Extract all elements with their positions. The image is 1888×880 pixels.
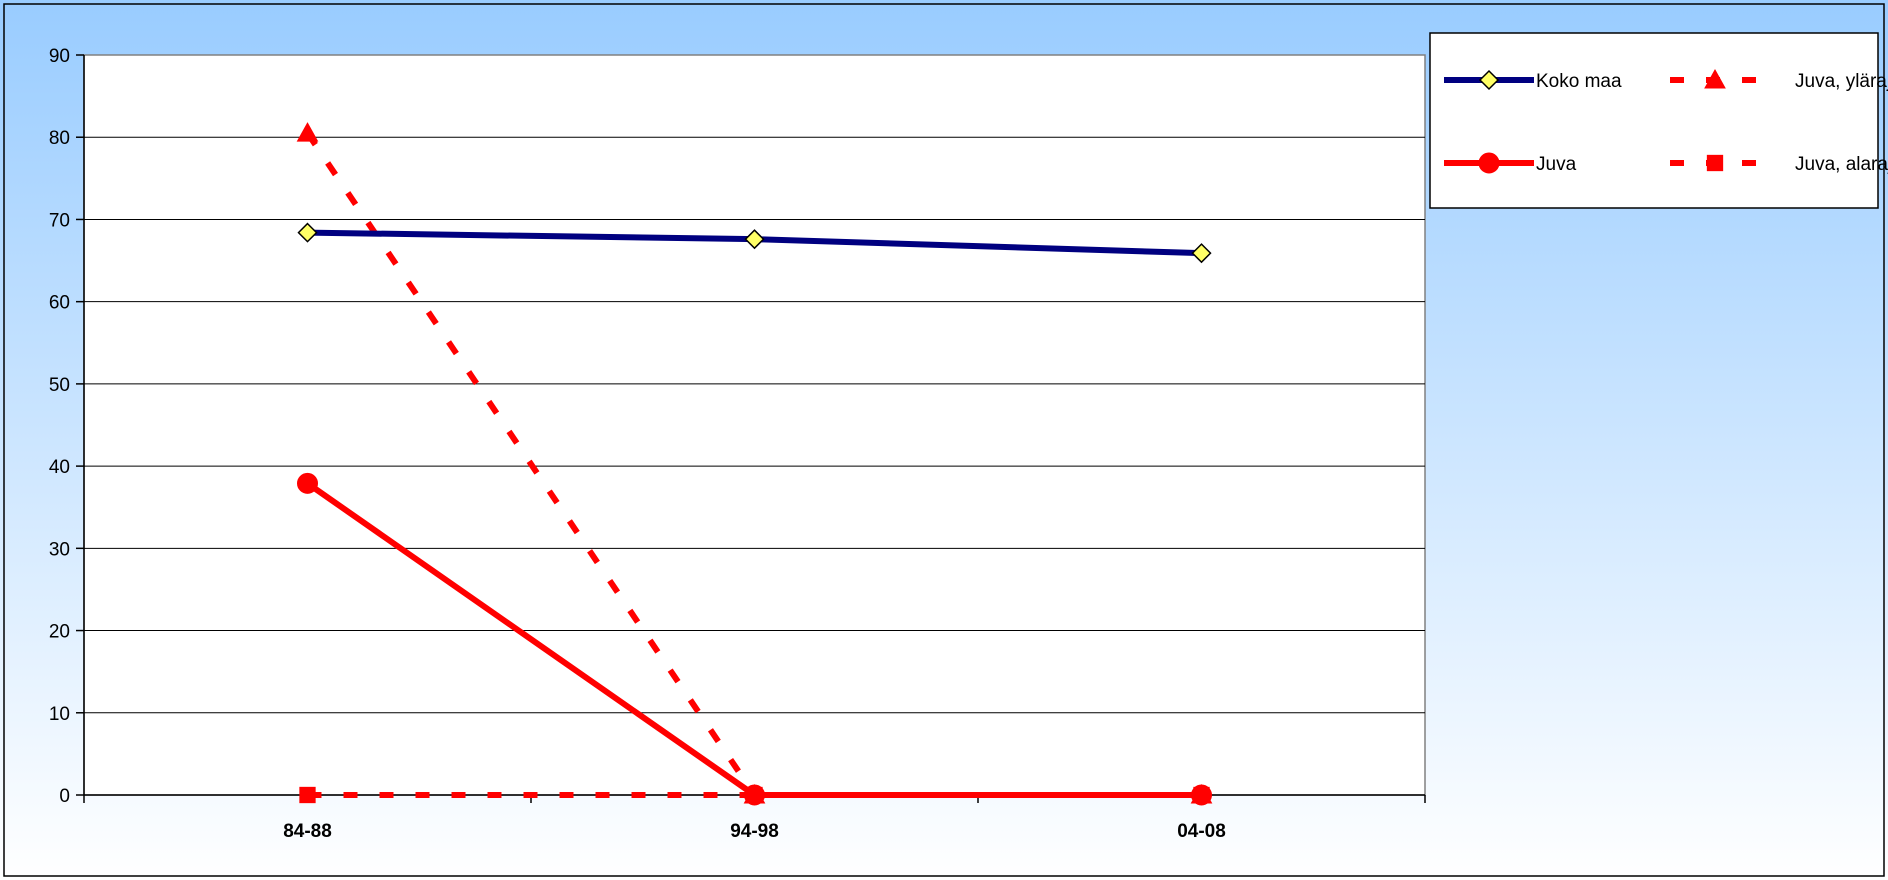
- y-tick-label: 0: [59, 786, 70, 807]
- data-point-juva: [744, 784, 765, 806]
- x-tick-label: 84-88: [283, 821, 332, 842]
- legend-marker-juva-alaraja: [1706, 154, 1724, 172]
- y-tick-label: 10: [49, 704, 70, 725]
- y-tick-label: 30: [49, 539, 70, 560]
- legend-label-juva: Juva: [1536, 154, 1577, 175]
- data-point-juva: [1191, 784, 1212, 806]
- data-point-juva-yl-raja: [296, 122, 319, 142]
- data-point-koko-maa: [1191, 243, 1212, 264]
- data-point-koko-maa: [297, 222, 318, 243]
- legend-marker-juva: [1478, 152, 1500, 174]
- data-point-koko-maa: [744, 229, 765, 250]
- y-tick-label: 70: [49, 210, 70, 231]
- y-tick-label: 50: [49, 375, 70, 396]
- plot-area: [83, 54, 1426, 796]
- y-tick-label: 60: [49, 293, 70, 314]
- legend-marker-koko-maa: [1478, 69, 1500, 91]
- legend-label-koko-maa: Koko maa: [1536, 71, 1622, 92]
- legend-label-juva-yl-raja: Juva, yläraja: [1795, 71, 1888, 92]
- y-tick-label: 80: [49, 128, 70, 149]
- data-point-juva-alaraja: [299, 786, 316, 804]
- chart-outer-border: [3, 3, 1885, 877]
- legend-box: [1429, 32, 1879, 209]
- y-tick-label: 90: [49, 46, 70, 67]
- x-tick-label: 94-98: [730, 821, 779, 842]
- data-point-juva: [297, 472, 318, 494]
- y-tick-label: 40: [49, 457, 70, 478]
- x-tick-label: 04-08: [1177, 821, 1226, 842]
- legend-marker-juva-yl-raja: [1704, 68, 1726, 89]
- y-tick-label: 20: [49, 622, 70, 643]
- legend-label-juva-alaraja: Juva, alaraja: [1795, 154, 1888, 175]
